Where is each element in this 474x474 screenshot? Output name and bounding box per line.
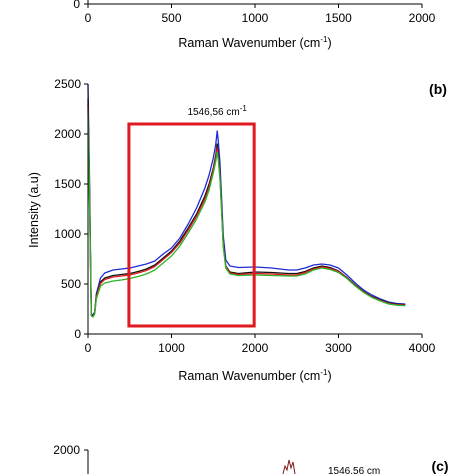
panel-a-x-tick-label: 0: [85, 11, 92, 25]
panel-a-x-tick-label: 1500: [325, 11, 352, 25]
panel-b-x-tick-label: 4000: [409, 341, 436, 355]
panel-b-y-tick-label: 1000: [54, 227, 81, 241]
panel-c-y-tick-label: 2000: [53, 443, 80, 457]
panel-b-x-tick-label: 3000: [325, 341, 352, 355]
panel-b-y-tick-label: 1500: [54, 177, 81, 191]
panel-b-x-tick-label: 0: [85, 341, 92, 355]
panel-a-x-axis-title: Raman Wavenumber (cm-1): [178, 35, 331, 50]
panel-a: 0 0 500 1000 1500 2000 Raman Wavenumber (cm-…: [73, 0, 436, 50]
panel-c-label: (c): [431, 458, 448, 474]
panel-b-y-axis-title: Intensity (a.u): [27, 172, 41, 248]
panel-a-x-tick-label: 500: [161, 11, 181, 25]
panel-b-series-line-4: [87, 108, 406, 318]
panel-b-x-tick-label: 2000: [242, 341, 269, 355]
panel-b-y-tick-label: 500: [61, 277, 81, 291]
panel-b-highlight-box: [127, 122, 256, 328]
panel-b-y-tick-label: 2500: [54, 77, 81, 91]
panel-b-series-line-2: [87, 98, 406, 317]
panel-b-label: (b): [429, 81, 447, 97]
panel-c: (c) 2000 1546,56 cm: [53, 443, 449, 474]
panel-b-x-tick-label: 1000: [158, 341, 185, 355]
panel-b-series-line-1: [87, 83, 406, 316]
panel-b: (b) Intensity (a.u) 1546,56 cm-1 0 500 100…: [27, 77, 447, 383]
panel-a-y-tick-label: 0: [73, 0, 80, 11]
panel-b-series-group: [87, 83, 406, 318]
panel-c-peak-fragment: [282, 459, 296, 474]
panel-b-peak-annotation: 1546,56 cm-1: [187, 104, 247, 118]
panel-a-x-tick-label: 1000: [242, 11, 269, 25]
panel-b-y-tick-label: 2000: [54, 127, 81, 141]
panel-c-annotation-fragment: 1546,56 cm: [328, 466, 380, 474]
panel-a-x-tick-label: 2000: [409, 11, 436, 25]
panel-b-x-axis-title: Raman Wavenumber (cm-1): [178, 368, 331, 383]
panel-b-y-tick-label: 0: [74, 327, 81, 341]
